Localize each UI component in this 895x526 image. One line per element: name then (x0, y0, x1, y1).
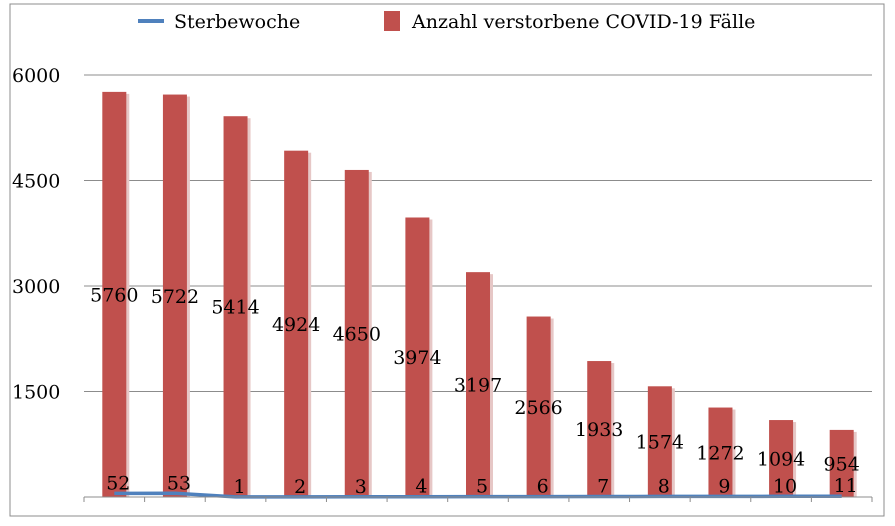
bar-data-labels: 5760 5722 5414 4924 4650 3974 3197 2566 1933 1574… (90, 284, 860, 475)
bar-value-label: 1574 (636, 432, 684, 454)
line-value-label: 7 (597, 476, 609, 498)
line-value-label: 9 (718, 475, 730, 497)
y-tick-label: 4500 (12, 171, 60, 193)
line-data-labels: 52 53 1 2 3 4 5 6 7 8 9 10 11 (106, 472, 858, 498)
legend: Sterbewoche Anzahl verstorbene COVID-19 … (138, 11, 755, 33)
bar-value-label: 4650 (333, 323, 381, 345)
line-value-label: 2 (294, 476, 306, 498)
bar-value-label: 2566 (514, 397, 562, 419)
legend-swatch-bar (384, 11, 400, 31)
line-value-label: 11 (834, 475, 858, 497)
x-axis-category-ticks (83, 497, 873, 502)
line-value-label: 3 (355, 476, 367, 498)
bar (708, 407, 733, 497)
line-value-label: 6 (537, 476, 549, 498)
bar (284, 150, 309, 498)
bar (829, 429, 854, 497)
bar (405, 217, 430, 497)
y-tick-label: 3000 (12, 276, 60, 298)
line-value-label: 53 (167, 472, 191, 494)
legend-label-bar: Anzahl verstorbene COVID-19 Fälle (411, 11, 755, 33)
bar-value-label: 5414 (211, 297, 259, 319)
line-value-label: 52 (106, 472, 130, 494)
bar-value-label: 1272 (696, 442, 744, 464)
legend-label-line: Sterbewoche (174, 11, 300, 33)
line-value-label: 1 (233, 476, 245, 498)
bar (466, 272, 490, 497)
bar-value-label: 3197 (454, 375, 502, 397)
line-value-label: 5 (476, 476, 488, 498)
line-value-label: 8 (658, 475, 670, 497)
bar (769, 420, 794, 497)
bar (587, 361, 612, 497)
bar-value-label: 4924 (272, 314, 320, 336)
bars (102, 91, 857, 498)
bar-value-label: 1094 (757, 449, 805, 471)
bar (526, 316, 551, 497)
line-value-label: 4 (415, 476, 427, 498)
chart-border (9, 3, 885, 517)
bar (102, 91, 127, 497)
line-value-label: 10 (773, 475, 797, 497)
bar-value-label: 5760 (90, 284, 138, 306)
bar (344, 169, 369, 497)
y-tick-label: 6000 (12, 65, 60, 87)
bar-value-label: 954 (824, 453, 860, 475)
bar (223, 116, 248, 497)
bar-value-label: 3974 (393, 347, 441, 369)
y-tick-label: 1500 (12, 382, 60, 404)
bar-value-label: 1933 (575, 419, 623, 441)
bar-value-label: 5722 (151, 286, 199, 308)
bar (647, 386, 672, 497)
y-axis-tick-labels: 6000 4500 3000 1500 (12, 65, 60, 404)
bar (162, 94, 187, 497)
